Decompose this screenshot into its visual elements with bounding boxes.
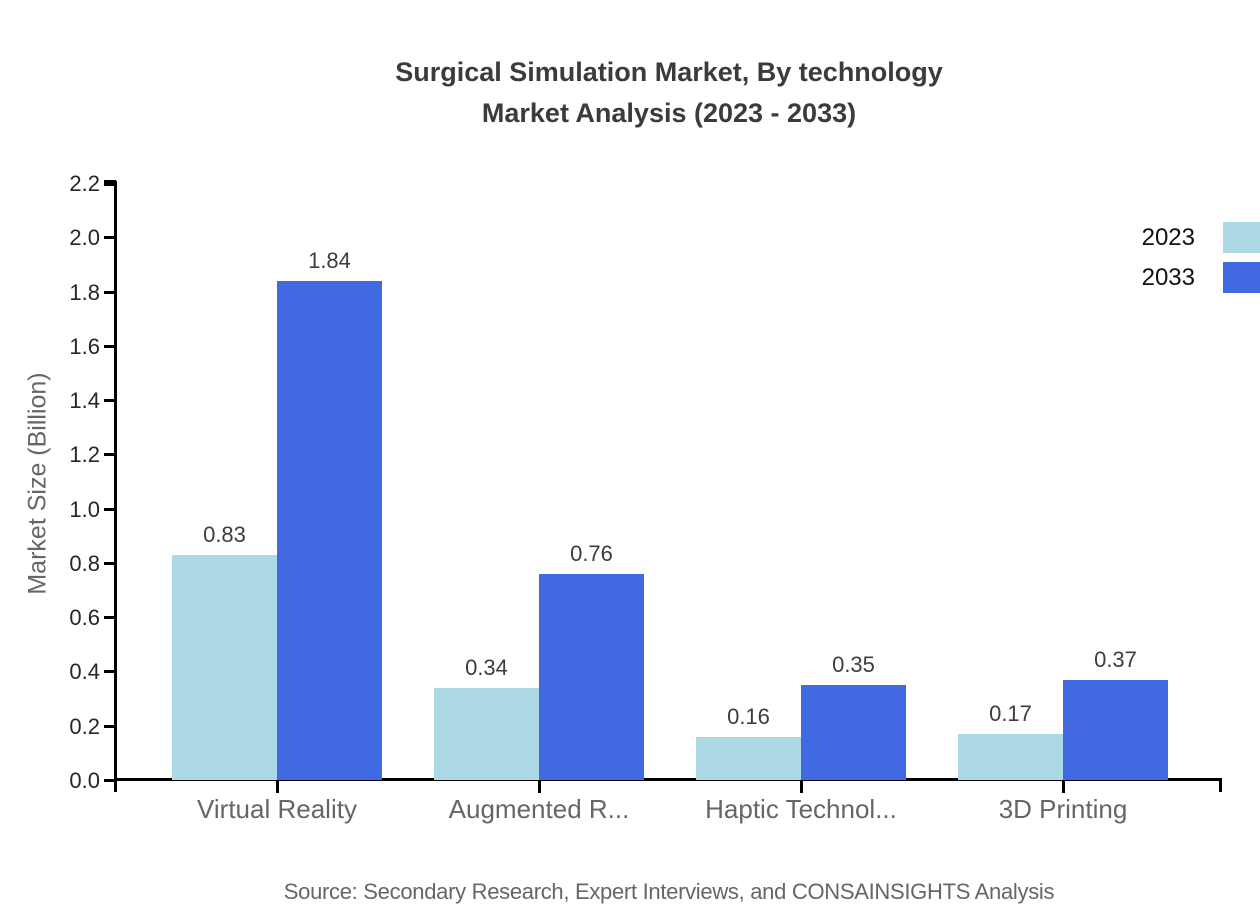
source-attribution: Source: Secondary Research, Expert Inter… (283, 879, 1055, 904)
y-tick-label: 2.2 (69, 171, 100, 196)
bar-value-label: 0.16 (727, 703, 770, 729)
y-tick-mark (104, 670, 116, 674)
y-tick-mark (104, 290, 116, 294)
y-tick-mark (104, 344, 116, 348)
x-category-label: Augmented R... (448, 794, 630, 824)
bar-2033 (801, 685, 906, 780)
bar-value-label: 0.34 (465, 654, 508, 680)
legend-swatch-2023 (1223, 222, 1260, 253)
y-tick-label: 1.2 (69, 442, 100, 468)
y-axis-spine (114, 181, 117, 792)
bar-2033 (1063, 679, 1168, 780)
x-tick-mark (538, 780, 541, 793)
bar-2023 (172, 554, 277, 780)
bar-2023 (958, 733, 1063, 780)
x-category-label: Haptic Technol... (705, 794, 897, 824)
y-tick-mark (104, 453, 116, 457)
x-tick-mark (800, 780, 803, 793)
bar-value-label: 0.37 (1094, 646, 1137, 672)
legend-label-2023: 2023 (1141, 224, 1195, 251)
y-tick-label: 1.6 (69, 333, 100, 359)
chart-title-line2: Market Analysis (2023 - 2033) (481, 98, 857, 128)
x-category-label: 3D Printing (998, 794, 1128, 824)
chart-title-line1: Surgical Simulation Market, By technolog… (395, 57, 943, 87)
legend-swatch-2033 (1223, 262, 1260, 293)
y-tick-mark (104, 236, 116, 240)
y-tick-label: 0.0 (69, 768, 100, 793)
y-tick-mark (104, 180, 116, 186)
bar-value-label: 1.84 (308, 247, 351, 273)
bar-value-label: 0.35 (832, 652, 875, 678)
y-tick-label: 1.0 (69, 496, 100, 522)
y-tick-label: 2.0 (69, 225, 100, 251)
bar-2033 (539, 573, 644, 780)
y-tick-label: 0.2 (69, 713, 100, 739)
chart-title: Surgical Simulation Market, By technolog… (116, 52, 1222, 134)
bar-value-label: 0.83 (203, 521, 246, 547)
bar-2023 (434, 687, 539, 780)
y-tick-mark (104, 724, 116, 728)
x-category-label: Virtual Reality (197, 794, 357, 824)
bar-value-label: 0.17 (989, 700, 1032, 726)
y-tick-label: 0.4 (69, 659, 100, 685)
y-tick-label: 1.4 (69, 388, 100, 414)
legend-label-2033: 2033 (1141, 264, 1195, 291)
y-tick-mark (104, 616, 116, 620)
x-axis-end-cap (1219, 778, 1222, 792)
y-tick-mark (104, 779, 116, 782)
y-tick-label: 0.8 (69, 550, 100, 576)
x-axis-spine (114, 778, 1222, 781)
y-tick-label: 0.6 (69, 605, 100, 631)
bar-2033 (277, 280, 382, 780)
y-tick-mark (104, 399, 116, 403)
y-tick-mark (104, 507, 116, 511)
bar-2023 (696, 736, 801, 780)
x-tick-mark (1062, 780, 1065, 793)
y-tick-mark (104, 561, 116, 565)
y-tick-label: 1.8 (69, 279, 100, 305)
x-tick-mark (276, 780, 279, 793)
bar-value-label: 0.76 (570, 540, 613, 566)
